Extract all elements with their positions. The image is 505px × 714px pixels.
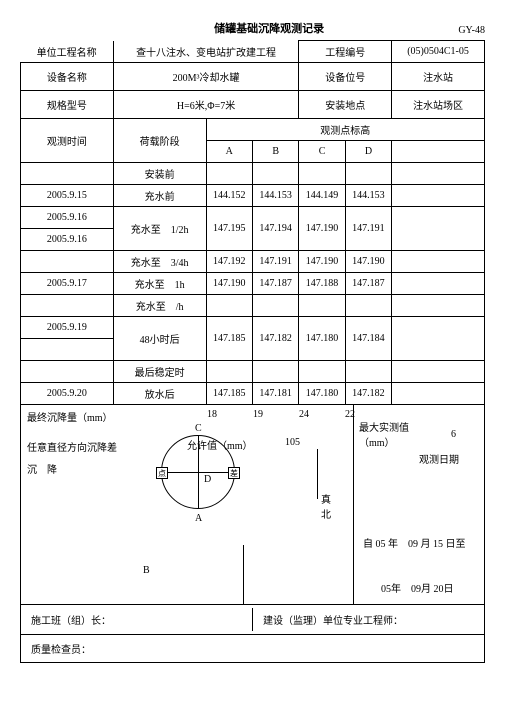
data-cell: 147.194 <box>252 207 298 251</box>
spec-label: 规格型号 <box>21 91 114 119</box>
stage-cell: 放水后 <box>113 383 206 405</box>
node-dian: 点 <box>156 467 168 479</box>
data-cell: 147.185 <box>206 317 252 361</box>
date-cell <box>21 251 114 273</box>
diagram-c: C <box>195 423 202 434</box>
proj-num-label: 工程编号 <box>299 41 392 63</box>
data-cell: 147.188 <box>299 273 345 295</box>
install-loc-value: 注水站场区 <box>392 91 485 119</box>
date-cell: 2005.9.17 <box>21 273 114 295</box>
data-cell: 144.153 <box>345 185 391 207</box>
stage-cell: 充水至 3/4h <box>113 251 206 273</box>
obs-date-label: 观测日期 <box>419 451 459 466</box>
equip-loc-value: 注水站 <box>392 63 485 91</box>
settle-label: 沉 降 <box>27 461 57 476</box>
col-a: A <box>206 141 252 163</box>
cell-empty <box>21 163 114 185</box>
final-a: 18 <box>207 409 217 420</box>
equip-name-label: 设备名称 <box>21 63 114 91</box>
stage-cell: 48小时后 <box>113 317 206 361</box>
unit-name-label: 单位工程名称 <box>21 41 114 63</box>
data-cell: 144.153 <box>252 185 298 207</box>
data-cell: 147.187 <box>252 273 298 295</box>
data-cell: 147.182 <box>252 317 298 361</box>
data-cell: 147.184 <box>345 317 391 361</box>
final-b: 19 <box>253 409 263 420</box>
load-stage-label: 荷载阶段 <box>113 119 206 163</box>
date-cell <box>21 295 114 317</box>
data-cell: 147.181 <box>252 383 298 405</box>
data-cell: 147.190 <box>299 207 345 251</box>
data-cell: 147.182 <box>345 383 391 405</box>
end-date: 05年 09月 20日 <box>381 580 454 595</box>
obs-time-label: 观测时间 <box>21 119 114 163</box>
data-cell: 147.187 <box>345 273 391 295</box>
data-cell: 147.190 <box>299 251 345 273</box>
north-label: 真北 <box>321 491 333 521</box>
final-settle-label: 最终沉降量（mm） <box>27 409 113 424</box>
data-cell: 147.191 <box>345 207 391 251</box>
sig-right: 建设（监理）单位专业工程师： <box>252 608 484 631</box>
col-c: C <box>299 141 345 163</box>
equip-loc-label: 设备位号 <box>299 63 392 91</box>
data-cell: 147.191 <box>252 251 298 273</box>
north-line <box>317 449 318 499</box>
diagram-a: A <box>195 513 202 524</box>
diagram: 点 差 D C A B <box>161 435 235 509</box>
max-real-label: 最大实测值（mm） <box>359 419 429 449</box>
data-cell: 147.180 <box>299 383 345 405</box>
equip-name-value: 200M³冷却水罐 <box>113 63 299 91</box>
obs-point-elev-label: 观测点标高 <box>206 119 484 141</box>
stage-cell: 充水至 1h <box>113 273 206 295</box>
data-cell: 147.195 <box>206 207 252 251</box>
date-cell: 2005.9.15 <box>21 185 114 207</box>
data-cell: 144.152 <box>206 185 252 207</box>
date-cell: 2005.9.19 <box>21 317 114 339</box>
stage-cell: 充水至 1/2h <box>113 207 206 251</box>
stage-cell: 充水至 /h <box>113 295 206 317</box>
data-cell: 147.190 <box>206 273 252 295</box>
allow-val: 105 <box>285 437 300 448</box>
data-cell: 147.190 <box>345 251 391 273</box>
bottom-area: 最终沉降量（mm） 18 19 24 22 任意直径方向沉降差 沉 降 允许值（… <box>20 405 485 635</box>
pre-install-label: 安装前 <box>113 163 206 185</box>
node-cha: 差 <box>228 467 240 479</box>
spec-value: H=6米,Φ=7米 <box>113 91 299 119</box>
diagram-b: B <box>143 565 150 576</box>
date-range: 自 05 年 09 月 15 日至 <box>363 535 483 550</box>
col-b: B <box>252 141 298 163</box>
doc-title: 储罐基础沉降观测记录 <box>80 20 458 36</box>
install-loc-label: 安装地点 <box>299 91 392 119</box>
data-cell: 147.180 <box>299 317 345 361</box>
sig-left: 施工班（组）长： <box>21 608 252 631</box>
stage-cell: 充水前 <box>113 185 206 207</box>
unit-name-value: 查十八注水、变电站扩改建工程 <box>113 41 299 63</box>
final-c: 24 <box>299 409 309 420</box>
stage-cell: 最后稳定时 <box>113 361 206 383</box>
proj-num-value: (05)0504C1-05 <box>392 41 485 63</box>
col-d: D <box>345 141 391 163</box>
diagram-d: D <box>204 474 211 485</box>
data-cell: 144.149 <box>299 185 345 207</box>
date-cell <box>21 361 114 383</box>
date-cell: 2005.9.16 <box>21 229 114 251</box>
date-cell: 2005.9.20 <box>21 383 114 405</box>
max-real-val: 6 <box>451 429 456 440</box>
date-cell: 2005.9.16 <box>21 207 114 229</box>
data-cell: 147.192 <box>206 251 252 273</box>
qc-label: 质量检查员： <box>20 635 485 663</box>
any-dia-label: 任意直径方向沉降差 <box>27 439 117 454</box>
data-cell: 147.185 <box>206 383 252 405</box>
main-table: 单位工程名称 查十八注水、变电站扩改建工程 工程编号 (05)0504C1-05… <box>20 40 485 405</box>
doc-code: GY-48 <box>458 25 485 36</box>
